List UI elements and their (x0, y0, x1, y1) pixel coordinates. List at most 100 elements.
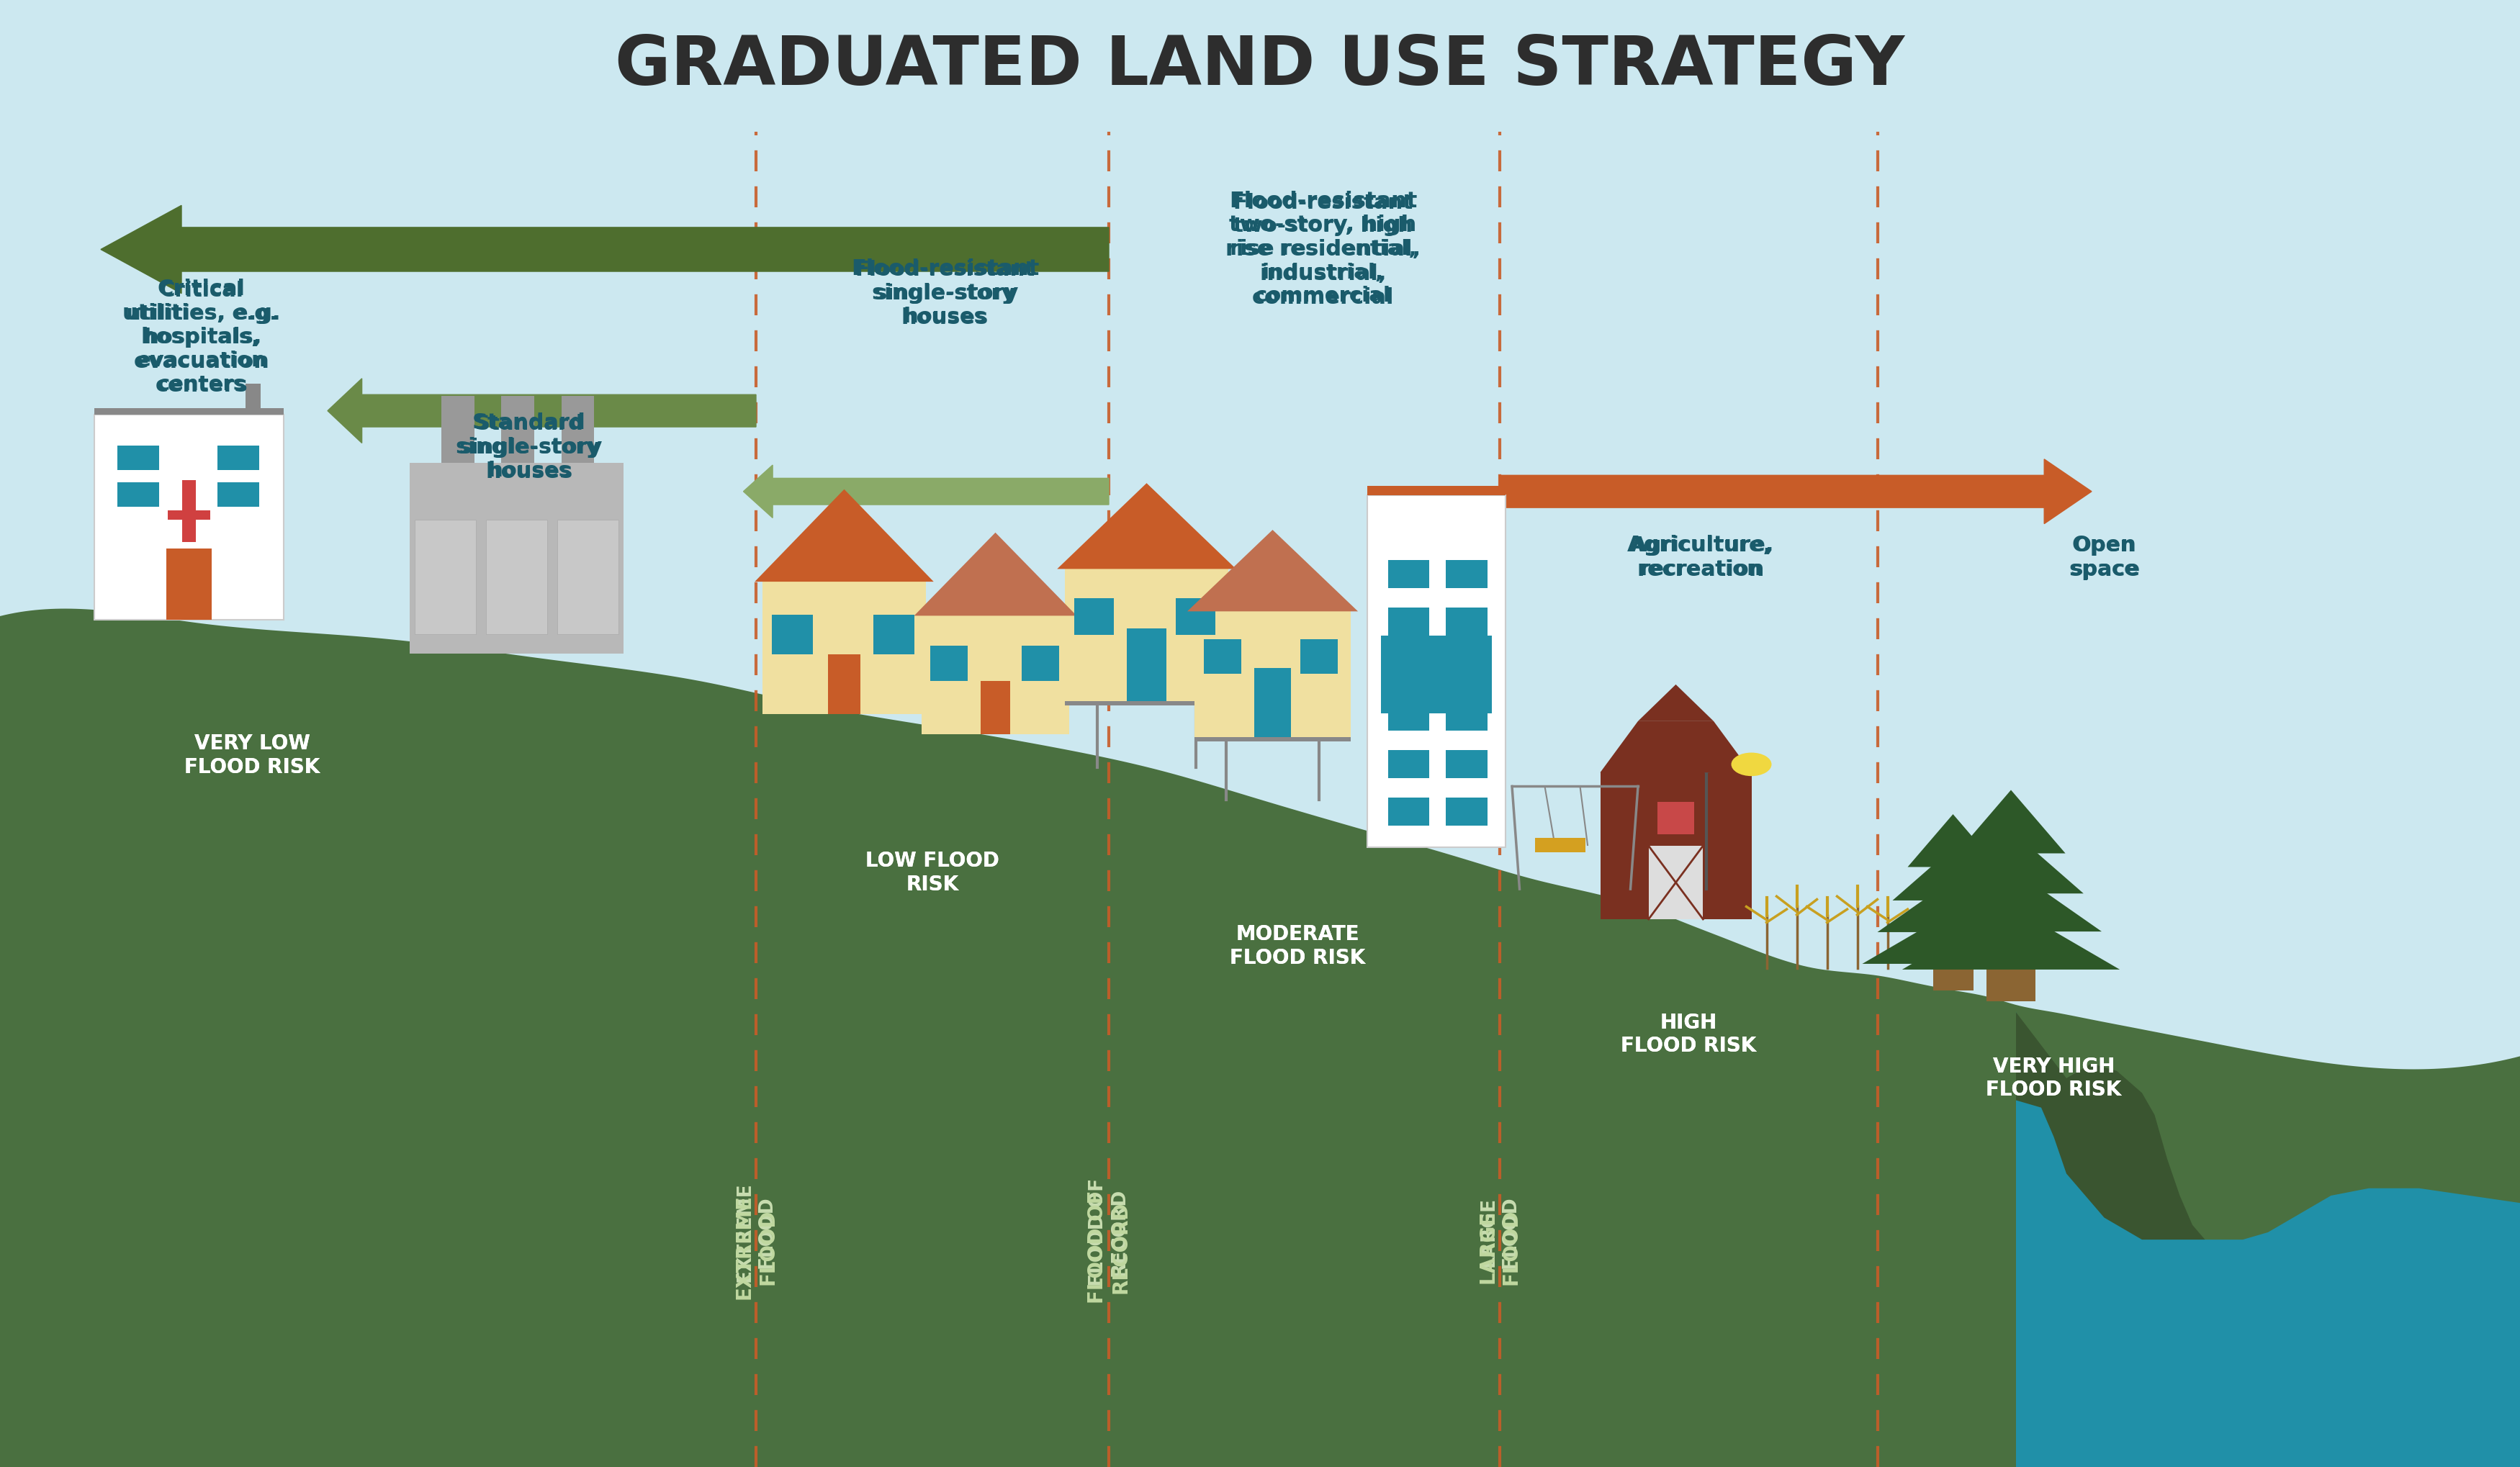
Bar (217, 446, 260, 469)
Text: FLOOD OF
RECORD: FLOOD OF RECORD (1086, 1190, 1131, 1304)
Bar (1389, 560, 1429, 588)
Bar (1446, 750, 1487, 779)
Polygon shape (2016, 1012, 2520, 1467)
Polygon shape (915, 533, 1076, 616)
Bar (1648, 846, 1704, 920)
Bar (1535, 838, 1585, 852)
Bar (1255, 667, 1290, 736)
Bar (501, 396, 534, 462)
Bar (1600, 773, 1751, 920)
Polygon shape (1938, 830, 2084, 893)
Text: Critical
utilities, e.g.
hospitals,
evacuation
centers: Critical utilities, e.g. hospitals, evac… (126, 280, 277, 395)
Bar (1205, 640, 1242, 675)
Bar (557, 519, 620, 634)
FancyArrow shape (328, 378, 756, 443)
Polygon shape (1893, 848, 2013, 901)
Text: HIGH
FLOOD RISK: HIGH FLOOD RISK (1620, 1012, 1756, 1056)
Text: MODERATE
FLOOD RISK: MODERATE FLOOD RISK (1230, 924, 1366, 968)
Polygon shape (1877, 879, 2029, 932)
Bar (1126, 628, 1167, 701)
Bar (1381, 635, 1492, 713)
Bar (181, 480, 197, 541)
FancyArrow shape (1499, 459, 2092, 524)
Bar (1368, 494, 1507, 846)
Text: Standard
single-story
houses: Standard single-story houses (459, 414, 600, 481)
Bar (96, 415, 282, 621)
Text: Critical
utilities, e.g.
hospitals,
evacuation
centers: Critical utilities, e.g. hospitals, evac… (123, 279, 280, 396)
Text: VERY LOW
FLOOD RISK: VERY LOW FLOOD RISK (184, 734, 320, 778)
Text: VERY HIGH
FLOOD RISK: VERY HIGH FLOOD RISK (1986, 1056, 2122, 1100)
Bar (1389, 703, 1429, 731)
Text: Agriculture,
recreation: Agriculture, recreation (1630, 535, 1772, 579)
Bar (1194, 612, 1351, 736)
Bar (764, 582, 927, 714)
Polygon shape (1187, 530, 1358, 612)
Bar (1389, 656, 1429, 684)
Bar (118, 483, 159, 508)
Bar (562, 396, 595, 462)
Bar (1446, 656, 1487, 684)
Polygon shape (1956, 791, 2066, 854)
FancyArrow shape (101, 205, 1109, 293)
Text: LOW FLOOD
RISK: LOW FLOOD RISK (864, 851, 1000, 895)
Polygon shape (0, 609, 2520, 1467)
Text: Agriculture,
recreation: Agriculture, recreation (1628, 535, 1774, 579)
Text: EXTREME
FLOOD: EXTREME FLOOD (733, 1194, 779, 1300)
Bar (980, 681, 1011, 735)
Text: VERY HIGH
FLOOD RISK: VERY HIGH FLOOD RISK (1986, 1056, 2122, 1100)
Bar (1300, 640, 1338, 675)
Bar (486, 519, 547, 634)
Text: Standard
single-story
houses: Standard single-story houses (456, 412, 602, 483)
Bar (1074, 599, 1114, 635)
Bar (96, 408, 282, 415)
Bar (166, 549, 212, 621)
Bar (1389, 750, 1429, 779)
Text: Open
space: Open space (2069, 535, 2139, 579)
Text: LOW FLOOD
RISK: LOW FLOOD RISK (864, 851, 1000, 895)
Polygon shape (1638, 685, 1714, 722)
Bar (1368, 486, 1507, 494)
Bar (874, 615, 915, 654)
Text: VERY LOW
FLOOD RISK: VERY LOW FLOOD RISK (184, 734, 320, 778)
Bar (217, 483, 260, 508)
Text: Open
space: Open space (2069, 535, 2139, 579)
Bar (1389, 607, 1429, 635)
Bar (1023, 645, 1058, 681)
FancyArrow shape (743, 465, 1109, 518)
Text: LARGE
FLOOD: LARGE FLOOD (1477, 1209, 1522, 1285)
Bar (1389, 798, 1429, 826)
Bar (1658, 802, 1693, 835)
Text: GRADUATED LAND USE STRATEGY: GRADUATED LAND USE STRATEGY (615, 32, 1905, 100)
Bar (247, 384, 262, 415)
Polygon shape (756, 490, 935, 582)
Text: FLOOD OF
RECORD: FLOOD OF RECORD (1089, 1178, 1129, 1287)
Circle shape (1731, 753, 1772, 776)
Bar (413, 519, 476, 634)
Bar (1446, 798, 1487, 826)
Bar (1066, 569, 1230, 701)
Bar (1177, 599, 1215, 635)
Bar (408, 462, 625, 653)
Bar (1933, 955, 1973, 990)
Text: Flood-resistant
single-story
houses: Flood-resistant single-story houses (852, 258, 1038, 329)
Polygon shape (1908, 814, 1998, 867)
Bar (1194, 731, 1351, 741)
Polygon shape (1920, 868, 2102, 932)
Text: Flood-resistant
single-story
houses: Flood-resistant single-story houses (854, 260, 1036, 327)
Bar (118, 446, 159, 469)
Text: Flood-resistant
two-story, high
rise residential,
industrial,
commercial: Flood-resistant two-story, high rise res… (1225, 191, 1421, 308)
Bar (922, 616, 1068, 735)
Text: MODERATE
FLOOD RISK: MODERATE FLOOD RISK (1230, 924, 1366, 968)
Bar (827, 654, 862, 714)
Polygon shape (1600, 722, 1751, 773)
Bar (1446, 560, 1487, 588)
Polygon shape (1058, 483, 1237, 569)
Text: LARGE
FLOOD: LARGE FLOOD (1479, 1196, 1520, 1269)
Bar (169, 511, 209, 519)
Polygon shape (1903, 907, 2119, 970)
Text: EXTREME
FLOOD: EXTREME FLOOD (736, 1182, 776, 1282)
Bar (441, 396, 474, 462)
Bar (1446, 607, 1487, 635)
Bar (1066, 695, 1230, 706)
Text: HIGH
FLOOD RISK: HIGH FLOOD RISK (1620, 1012, 1756, 1056)
